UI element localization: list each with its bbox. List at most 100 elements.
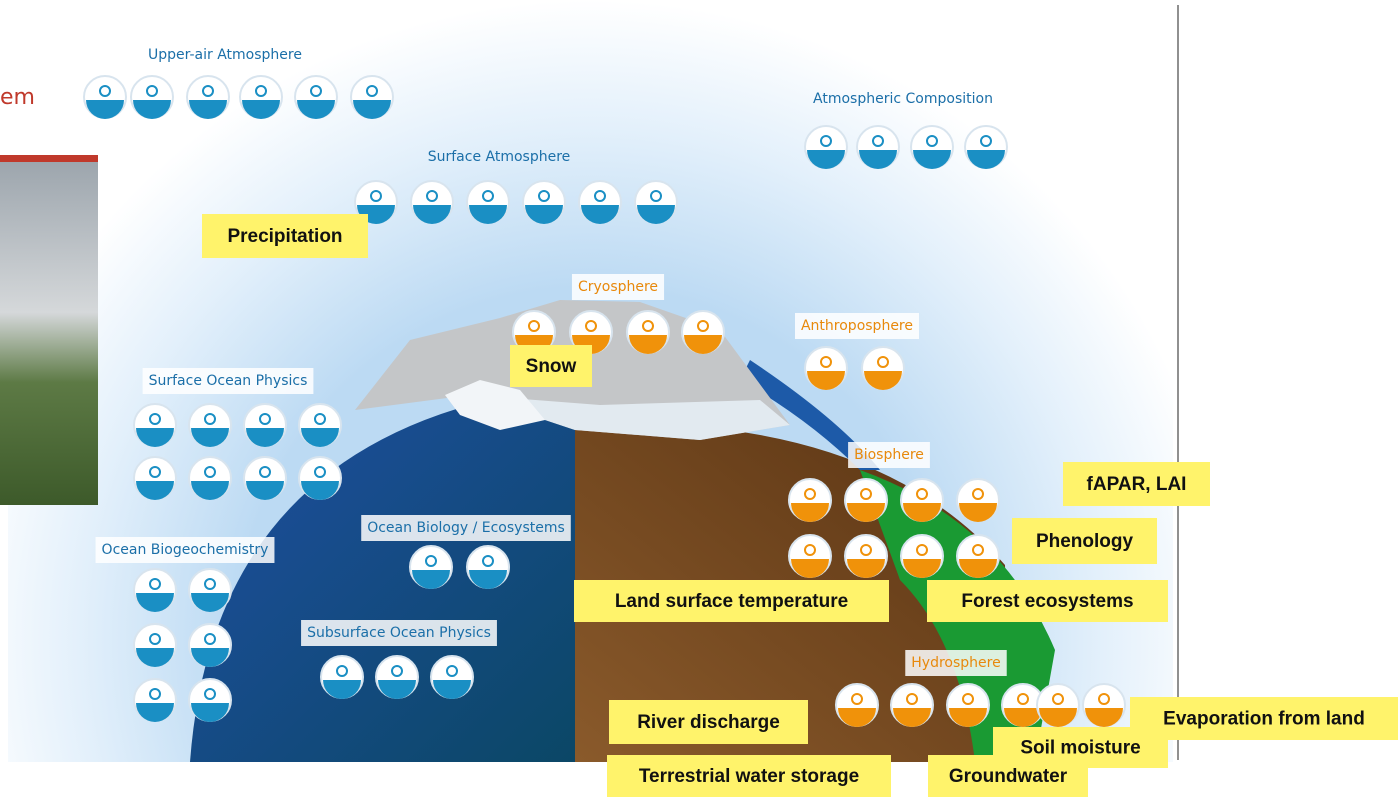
section-box (361, 515, 571, 541)
icon-glyph (370, 190, 382, 202)
icon-fill (242, 100, 280, 119)
callout-box (1130, 697, 1398, 740)
sea-ice (470, 395, 790, 440)
icon-glyph (426, 190, 438, 202)
section-label: Atmospheric Composition (813, 91, 993, 107)
icon-glyph (877, 356, 889, 368)
callout-box (510, 345, 592, 387)
icon-glyph (336, 665, 348, 677)
icon-fill (353, 100, 391, 119)
icon-glyph (204, 633, 216, 645)
section-label: Surface Atmosphere (428, 149, 571, 165)
callout-label: Land surface temperature (615, 591, 848, 612)
section-label: Subsurface Ocean Physics (307, 625, 491, 641)
icon-fill (864, 371, 902, 390)
section-label: Surface Ocean Physics (149, 373, 308, 389)
header-bg (0, 70, 98, 130)
header-fragment: em (0, 85, 35, 110)
callout-box (927, 580, 1168, 622)
icon-fill (136, 648, 174, 667)
ocean (190, 385, 575, 762)
icon-glyph (860, 488, 872, 500)
callout-box (1063, 462, 1210, 506)
callout-label: Precipitation (227, 226, 342, 247)
callout-label: River discharge (637, 712, 780, 733)
icon-fill (903, 503, 941, 522)
icon-glyph (804, 488, 816, 500)
callout-box (1012, 518, 1157, 564)
icon-glyph (820, 356, 832, 368)
icon-glyph (425, 555, 437, 567)
icon-fill (684, 335, 722, 354)
callout-label: Groundwater (949, 766, 1068, 787)
icon-fill (847, 559, 885, 578)
icon-glyph (916, 488, 928, 500)
icon-glyph (585, 320, 597, 332)
icon-glyph (906, 693, 918, 705)
icon-fill (469, 205, 507, 224)
icon-glyph (204, 578, 216, 590)
icon-glyph (1098, 693, 1110, 705)
callout-label: Soil moisture (1020, 738, 1140, 759)
icon-glyph (650, 190, 662, 202)
icon-glyph (962, 693, 974, 705)
icon-fill (412, 570, 450, 589)
section-box (301, 620, 497, 646)
icon-fill (191, 648, 229, 667)
icon-fill (807, 371, 845, 390)
section-labels: Upper-air Atmosphere Atmospheric Composit… (95, 47, 1007, 676)
icon-glyph (1017, 693, 1029, 705)
landscape-photo (0, 155, 98, 505)
icon-glyph (314, 466, 326, 478)
icon-glyph (259, 413, 271, 425)
icon-fill (133, 100, 171, 119)
section-box (905, 650, 1007, 676)
icon-glyph (972, 544, 984, 556)
icon-glyph (804, 544, 816, 556)
icon-glyph (926, 135, 938, 147)
icon-fill (791, 559, 829, 578)
icon-fill (191, 703, 229, 722)
icon-glyph (820, 135, 832, 147)
icon-fill (191, 428, 229, 447)
icon-fill (1039, 708, 1077, 727)
icon-glyph (202, 85, 214, 97)
icon-fill (949, 708, 987, 727)
icon-glyph (310, 85, 322, 97)
icon-fill (378, 680, 416, 699)
icon-glyph (149, 466, 161, 478)
icon-glyph (149, 578, 161, 590)
section-box (95, 537, 275, 563)
icon-fill (433, 680, 471, 699)
icon-glyph (528, 320, 540, 332)
icon-fill (246, 428, 284, 447)
icon-fill (136, 703, 174, 722)
icon-glyph (204, 688, 216, 700)
icon-fill (136, 481, 174, 500)
icon-glyph (255, 85, 267, 97)
icon-glyph (204, 413, 216, 425)
icon-glyph (314, 413, 326, 425)
icon-glyph (538, 190, 550, 202)
icon-fill (629, 335, 667, 354)
callouts: Precipitation Snow fAPAR, LAI Phenology Land… (202, 214, 1398, 797)
callout-label: fAPAR, LAI (1087, 474, 1187, 495)
icon-fill (847, 503, 885, 522)
callout-box (607, 755, 891, 797)
icon-fill (838, 708, 876, 727)
icon-glyph (366, 85, 378, 97)
section-box (571, 274, 665, 300)
icon-fill (191, 593, 229, 612)
section-label: Anthroposphere (801, 318, 913, 334)
icon-glyph (204, 466, 216, 478)
icon-fill (297, 100, 335, 119)
icon-glyph (149, 688, 161, 700)
callout-box (202, 214, 368, 258)
river (740, 360, 880, 470)
icons (83, 75, 1126, 727)
icon-fill (959, 503, 997, 522)
section-label: Cryosphere (578, 279, 658, 295)
icon-glyph (860, 544, 872, 556)
icon-glyph (482, 190, 494, 202)
